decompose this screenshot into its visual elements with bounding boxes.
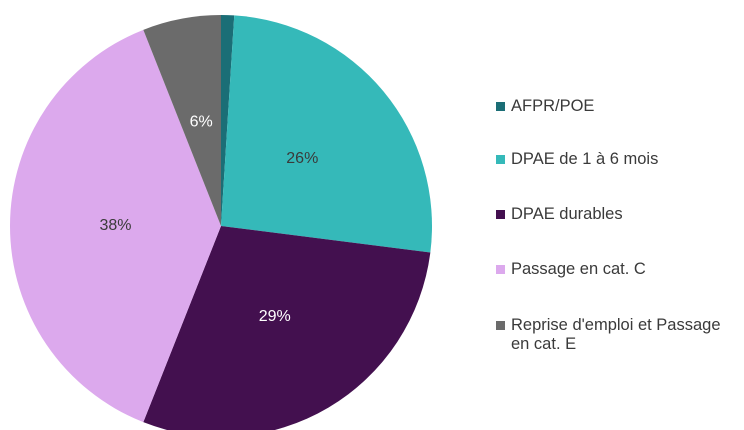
pie-slice <box>143 226 431 430</box>
legend-label: DPAE durables <box>511 205 623 223</box>
data-label: 6% <box>190 114 213 131</box>
legend-item: DPAE de 1 à 6 mois <box>496 150 737 169</box>
legend-item: AFPR/POE <box>496 97 737 116</box>
pie-slice <box>9 29 221 423</box>
legend-swatch <box>496 102 505 111</box>
data-label: 29% <box>259 308 291 325</box>
pie-slice <box>221 15 235 226</box>
legend-label: Reprise d'emploi et Passage en cat. E <box>511 316 721 353</box>
legend-item: DPAE durables <box>496 205 737 224</box>
pie-slice <box>221 15 432 253</box>
legend-swatch <box>496 265 505 274</box>
legend-swatch <box>496 155 505 164</box>
legend-label: Passage en cat. C <box>511 260 646 278</box>
pie-slice <box>143 15 221 226</box>
chart: 26% 29% 38% 6% <box>9 15 432 430</box>
legend-label: AFPR/POE <box>511 97 595 115</box>
legend-item: Passage en cat. C <box>496 260 737 279</box>
legend-item: Reprise d'emploi et Passage en cat. E <box>496 316 737 354</box>
legend-swatch <box>496 321 505 330</box>
data-label: 38% <box>99 217 131 234</box>
data-label: 26% <box>286 150 318 167</box>
legend-label: DPAE de 1 à 6 mois <box>511 150 659 168</box>
legend-swatch <box>496 210 505 219</box>
